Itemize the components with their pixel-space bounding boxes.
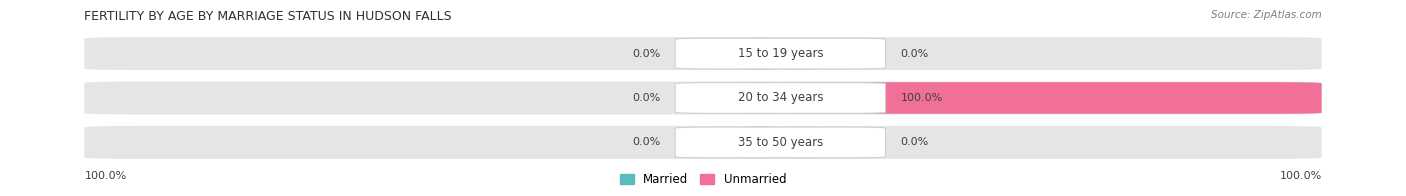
FancyBboxPatch shape bbox=[84, 126, 1322, 159]
FancyBboxPatch shape bbox=[675, 127, 886, 158]
Text: 20 to 34 years: 20 to 34 years bbox=[738, 92, 823, 104]
Text: 0.0%: 0.0% bbox=[900, 137, 928, 147]
Text: 15 to 19 years: 15 to 19 years bbox=[738, 47, 823, 60]
FancyBboxPatch shape bbox=[737, 127, 780, 158]
Text: 100.0%: 100.0% bbox=[900, 93, 942, 103]
Text: 35 to 50 years: 35 to 50 years bbox=[738, 136, 823, 149]
Text: 100.0%: 100.0% bbox=[1279, 171, 1322, 181]
FancyBboxPatch shape bbox=[780, 38, 824, 69]
Legend: Married, Unmarried: Married, Unmarried bbox=[620, 173, 786, 186]
Text: 0.0%: 0.0% bbox=[633, 49, 661, 59]
FancyBboxPatch shape bbox=[737, 82, 780, 114]
Text: FERTILITY BY AGE BY MARRIAGE STATUS IN HUDSON FALLS: FERTILITY BY AGE BY MARRIAGE STATUS IN H… bbox=[84, 10, 451, 23]
FancyBboxPatch shape bbox=[675, 38, 886, 69]
Text: 100.0%: 100.0% bbox=[84, 171, 127, 181]
FancyBboxPatch shape bbox=[780, 82, 1322, 114]
FancyBboxPatch shape bbox=[84, 37, 1322, 70]
Text: Source: ZipAtlas.com: Source: ZipAtlas.com bbox=[1211, 10, 1322, 20]
FancyBboxPatch shape bbox=[675, 83, 886, 113]
Text: 0.0%: 0.0% bbox=[633, 93, 661, 103]
FancyBboxPatch shape bbox=[84, 82, 1322, 114]
FancyBboxPatch shape bbox=[780, 127, 824, 158]
FancyBboxPatch shape bbox=[737, 38, 780, 69]
Text: 0.0%: 0.0% bbox=[900, 49, 928, 59]
Text: 0.0%: 0.0% bbox=[633, 137, 661, 147]
